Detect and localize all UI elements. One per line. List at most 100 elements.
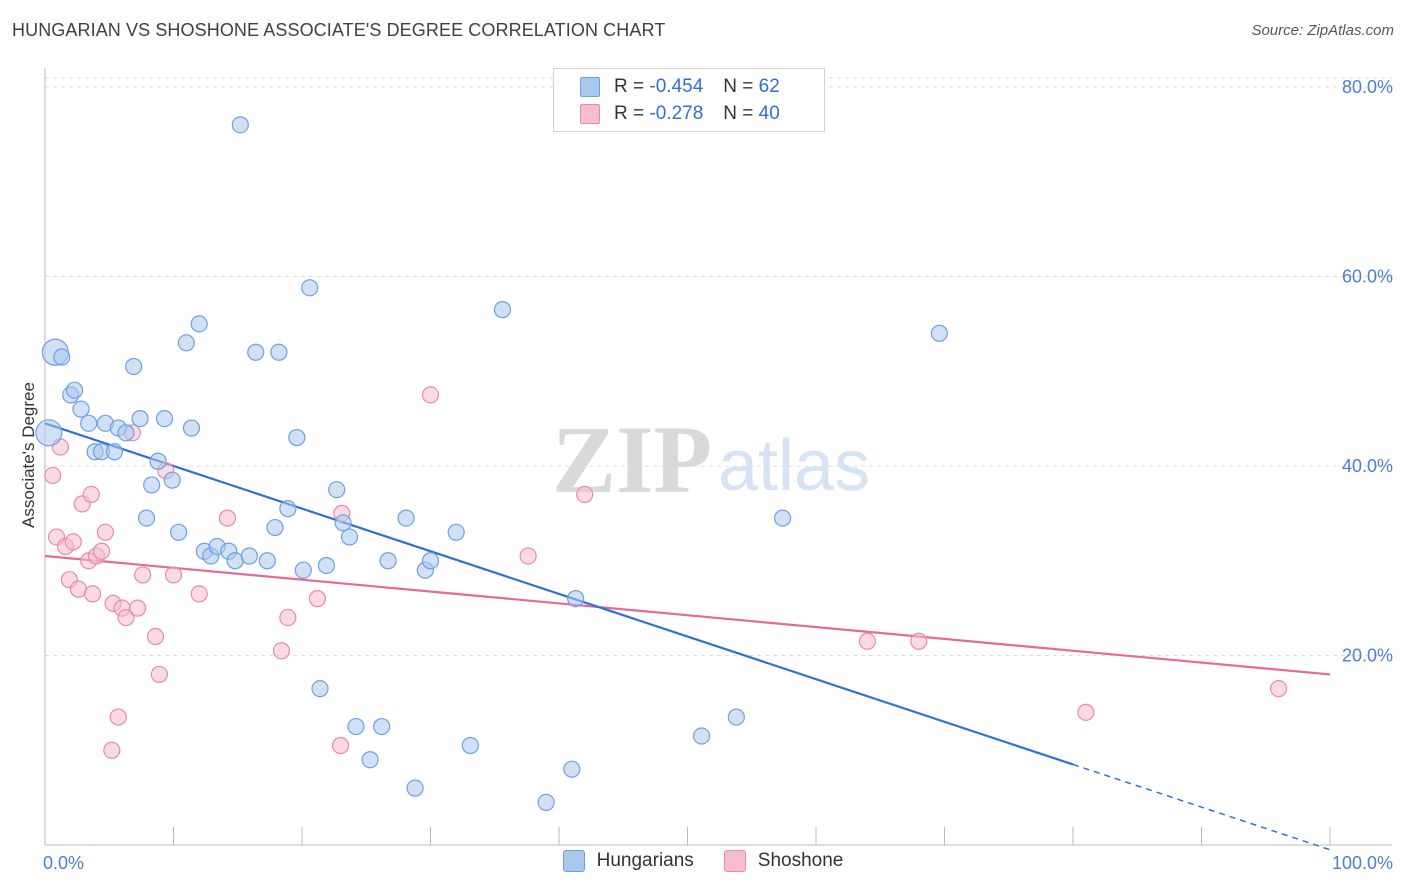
hungarian-point: [279, 500, 297, 518]
hungarian-point: [53, 348, 71, 366]
shoshone-point: [218, 509, 237, 527]
hungarian-point: [537, 793, 555, 811]
legend-n-label: N =: [723, 76, 754, 97]
y-tick-label: 20.0%: [1342, 645, 1393, 665]
legend-r-label: R =: [614, 103, 645, 124]
watermark-zip: ZIP: [552, 406, 712, 513]
hungarian-point: [80, 414, 98, 432]
series-legend: Hungarians Shoshone: [0, 850, 1406, 872]
legend-swatch-shoshone: [580, 104, 600, 124]
grid-lines: [45, 77, 1392, 656]
y-axis-title: Associate's Degree: [19, 382, 38, 528]
shoshone-point: [109, 708, 127, 726]
shoshone-point: [1269, 680, 1288, 698]
hungarian-point: [361, 751, 379, 769]
shoshone-point: [576, 485, 594, 504]
hungarians-trend-line: [44, 422, 1074, 766]
legend-r-value: -0.454: [649, 76, 704, 97]
tick-labels: 20.0% 40.0% 60.0% 80.0% 0.0% 100.0%: [43, 77, 1393, 873]
hungarian-point: [379, 552, 397, 570]
hungarian-point: [406, 779, 424, 797]
hungarian-point: [270, 343, 288, 361]
shoshone-point: [128, 599, 147, 617]
hungarian-point: [190, 315, 208, 333]
y-tick-label: 60.0%: [1342, 266, 1393, 286]
legend-swatch-shoshone: [723, 850, 746, 872]
shoshone-point: [858, 632, 877, 650]
legend-n-label: N =: [723, 103, 754, 124]
hungarian-point: [301, 279, 319, 297]
legend-n-value: 62: [758, 76, 780, 97]
hungarian-point: [65, 381, 84, 399]
hungarian-point: [311, 680, 329, 698]
hungarian-point: [117, 424, 135, 442]
hungarian-point: [727, 708, 745, 726]
hungarian-point: [125, 357, 143, 376]
hungarian-point: [294, 561, 312, 579]
source-label: Source: ZipAtlas.com: [1251, 22, 1394, 39]
hungarian-point: [137, 509, 156, 527]
legend-swatch-hungarians: [562, 850, 585, 872]
y-tick-label: 80.0%: [1342, 77, 1393, 97]
legend-label-hungarians: Hungarians: [596, 850, 694, 871]
hungarian-point: [247, 343, 265, 361]
hungarian-point: [182, 419, 201, 437]
hungarian-point: [493, 301, 512, 319]
hungarian-point: [328, 481, 346, 499]
hungarian-point: [177, 334, 195, 352]
shoshone-point: [134, 566, 152, 584]
hungarian-point: [567, 590, 585, 608]
legend-row-hungarians: R = -0.454 N = 62: [580, 74, 780, 100]
legend-r-value: -0.278: [649, 103, 704, 124]
shoshone-point: [117, 608, 135, 627]
shoshone-point: [910, 632, 928, 650]
hungarian-point: [266, 518, 284, 537]
shoshone-trend-line: [44, 554, 1331, 676]
hungarian-point: [163, 471, 181, 489]
legend-item-hungarians[interactable]: Hungarians: [562, 850, 694, 872]
hungarian-point: [397, 509, 415, 527]
x-tick-label: 0.0%: [43, 853, 84, 873]
shoshone-point: [64, 533, 82, 551]
legend-item-shoshone[interactable]: Shoshone: [723, 850, 843, 872]
stats-legend: R = -0.454 N = 62 R = -0.278 N = 40: [553, 68, 825, 132]
hungarian-point: [35, 419, 63, 447]
hungarian-point: [563, 760, 581, 778]
hungarian-point: [72, 400, 90, 418]
shoshone-point: [103, 741, 121, 759]
hungarian-point: [105, 443, 123, 461]
hungarian-point: [288, 428, 306, 447]
legend-swatch-hungarians: [580, 77, 600, 97]
hungarian-point: [373, 717, 391, 736]
shoshone-point: [279, 608, 297, 627]
x-tick-label: 100.0%: [1332, 853, 1393, 873]
shoshone-point: [164, 566, 183, 584]
hungarian-point: [231, 116, 249, 134]
hungarian-point: [317, 556, 336, 575]
y-tick-label: 40.0%: [1342, 456, 1393, 476]
hungarian-point: [149, 452, 167, 470]
hungarian-point: [155, 409, 174, 428]
shoshone-point: [1077, 703, 1095, 721]
watermark: ZIP atlas: [552, 406, 870, 513]
axes: [44, 68, 1392, 846]
hungarian-point: [170, 523, 188, 541]
hungarian-point: [340, 528, 359, 546]
watermark-atlas: atlas: [718, 426, 870, 506]
shoshone-point: [96, 523, 114, 541]
hungarians-trend-extension: [1072, 763, 1331, 851]
hungarian-point: [347, 717, 365, 736]
hungarian-point: [461, 736, 479, 755]
chart-title: HUNGARIAN VS SHOSHONE ASSOCIATE'S DEGREE…: [12, 20, 666, 40]
legend-n-value: 40: [758, 103, 780, 124]
shoshone-point: [519, 547, 537, 565]
hungarian-point: [693, 727, 711, 745]
shoshone-point: [150, 665, 168, 684]
hungarian-point: [421, 552, 440, 570]
data-points: [35, 116, 1288, 811]
hungarian-point: [143, 476, 161, 494]
trend-lines: [44, 422, 1331, 851]
shoshone-point: [146, 627, 165, 646]
shoshone-point: [92, 542, 111, 560]
